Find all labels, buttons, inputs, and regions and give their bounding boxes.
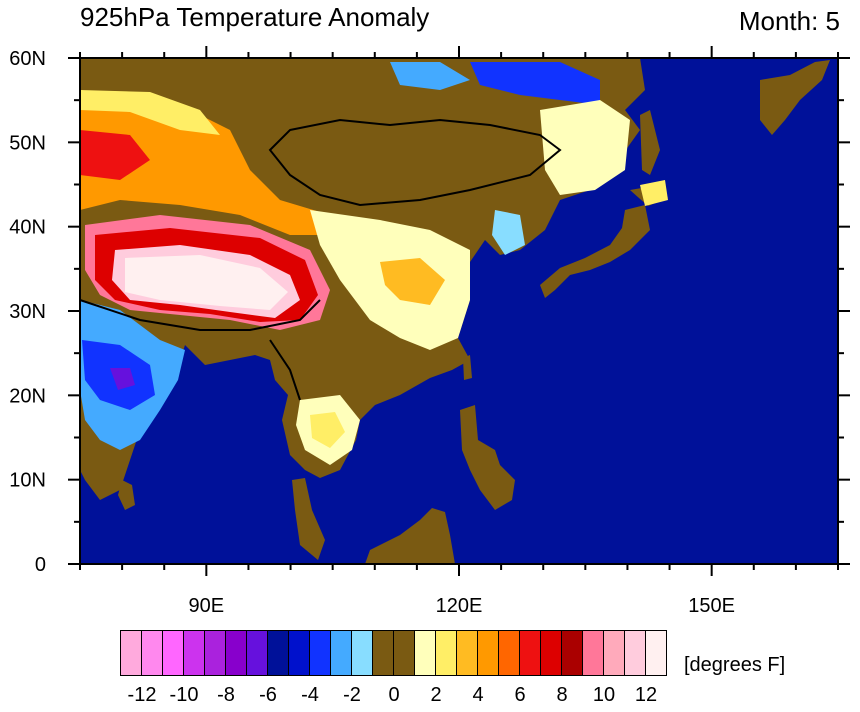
colorbar-tick-label: 6 (514, 684, 526, 706)
anomaly-cool-india-min (110, 368, 135, 390)
colorbar-tick-label: 0 (388, 684, 400, 706)
colorbar-swatch (330, 630, 352, 676)
colorbar-swatch (372, 630, 394, 676)
colorbar-tick-label: -2 (343, 684, 361, 706)
colorbar-swatch (183, 630, 205, 676)
colorbar-tick-label: -6 (259, 684, 277, 706)
y-tick-label: 50N (9, 132, 46, 154)
y-tick-label: 20N (9, 385, 46, 407)
anomaly-warm-nw-core (80, 130, 150, 180)
anomaly-cool-north-2 (470, 62, 600, 105)
kamchatka (760, 60, 830, 135)
colorbar-swatch (645, 630, 667, 676)
colorbar-tick-label: 10 (592, 684, 616, 706)
y-tick-label: 40N (9, 217, 46, 239)
colorbar-swatch (120, 630, 142, 676)
colorbar-swatch (498, 630, 520, 676)
colorbar-swatch (288, 630, 310, 676)
colorbar-swatch (603, 630, 625, 676)
borneo (365, 508, 455, 564)
anomaly-cool-north (390, 62, 470, 90)
anomaly-cool-korea (492, 210, 525, 255)
axes: 90E 120E 150E 0 10N 20N 30N 40N 50N 60N (9, 46, 850, 617)
anomaly-warm-nw (80, 90, 340, 235)
colorbar-swatch (582, 630, 604, 676)
colorbar-swatch (225, 630, 247, 676)
colorbar-swatch (414, 630, 436, 676)
colorbar-tick-label: -8 (217, 684, 235, 706)
colorbar-tick-label: 4 (472, 684, 484, 706)
anomaly-warm-indochina-core (310, 412, 345, 448)
x-tick-label: 150E (688, 595, 735, 617)
colorbar-unit-label: [degrees F] (684, 654, 786, 676)
colorbar-swatch (519, 630, 541, 676)
colorbar-swatch (435, 630, 457, 676)
colorbar-swatch (246, 630, 268, 676)
colorbar-tick-label: -4 (301, 684, 319, 706)
colorbar-tick-label: 8 (556, 684, 568, 706)
anomaly-warm-japan (640, 180, 668, 206)
colorbar-swatch (477, 630, 499, 676)
anomaly-warm-nw-yellow (80, 90, 220, 135)
japan (540, 205, 650, 298)
colorbar-swatch (561, 630, 583, 676)
colorbar-tick-label: 12 (634, 684, 658, 706)
malay-peninsula (292, 478, 325, 560)
y-tick-label: 30N (9, 301, 46, 323)
borders (79, 118, 562, 401)
taiwan (463, 355, 472, 380)
sakhalin (640, 110, 660, 175)
colorbar-swatch (540, 630, 562, 676)
anomaly-warm-ne (540, 100, 630, 195)
y-tick-label: 10N (9, 470, 46, 492)
colorbar-swatch (141, 630, 163, 676)
x-tick-label: 90E (189, 595, 225, 617)
anomaly-warm-china-core (380, 258, 445, 305)
colorbar-swatch (204, 630, 226, 676)
colorbar (120, 630, 667, 676)
anomaly-warm-16 (125, 255, 288, 310)
chart-title: 925hPa Temperature Anomaly (80, 2, 430, 32)
colorbar-swatch (162, 630, 184, 676)
month-label: Month: 5 (738, 6, 840, 36)
colorbar-tick-label: -10 (169, 684, 199, 706)
colorbar-labels: -12 -10 -8 -6 -4 -2 0 2 4 6 8 10 12 (121, 684, 667, 710)
colorbar-swatch (309, 630, 331, 676)
colorbar-swatch (456, 630, 478, 676)
colorbar-tick-label: 2 (430, 684, 442, 706)
y-tick-label: 60N (9, 48, 46, 70)
colorbar-swatch (351, 630, 373, 676)
x-tick-label: 120E (436, 595, 483, 617)
anomaly-patches (80, 62, 668, 465)
colorbar-swatch (393, 630, 415, 676)
colorbar-swatch (624, 630, 646, 676)
sri-lanka (118, 480, 135, 510)
colorbar-tick-label: -12 (127, 684, 157, 706)
y-tick-label: 0 (35, 554, 46, 576)
philippines (460, 405, 515, 510)
colorbar-swatch (267, 630, 289, 676)
